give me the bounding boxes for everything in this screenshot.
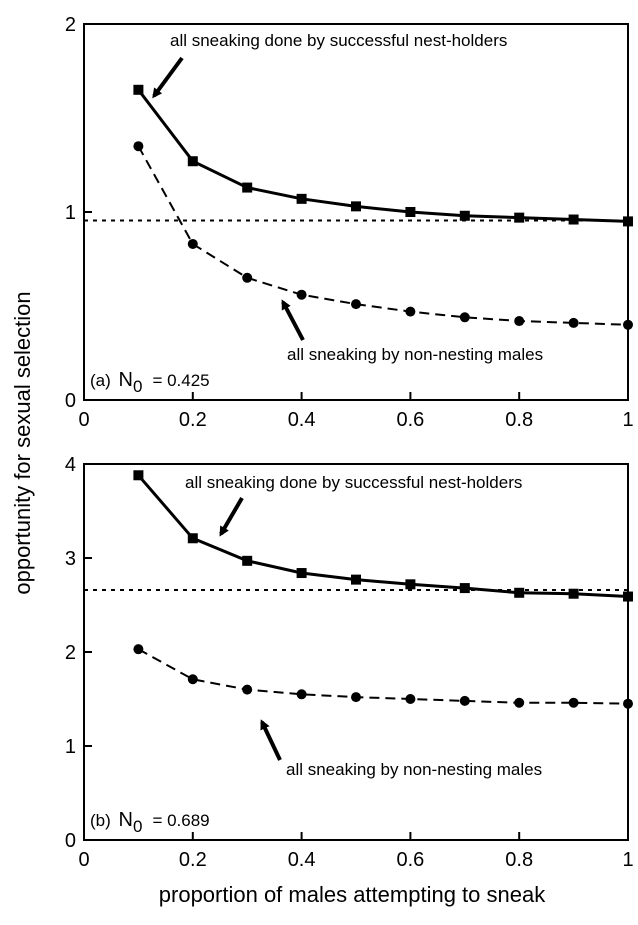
panel-a-series-1-point-9: [623, 319, 633, 330]
panel-a-x-tick-label-0: 0: [78, 409, 89, 431]
panel-a-series-0-point-3: [296, 193, 307, 204]
panel-b-series-1-point-4: [351, 692, 361, 703]
panel-b-annotation-bottom: all sneaking by non-nesting males: [260, 719, 542, 779]
panel-b-series-1-point-9: [623, 698, 633, 709]
panel-b-n0-value: = 0.689: [152, 811, 209, 830]
panel-b-series-1-line: [137, 648, 629, 705]
panel-b-series-1-point-1: [187, 674, 198, 685]
panel-a-x-tick-label-2: 0.4: [288, 409, 316, 431]
panel-a-n0-subscript: 0: [133, 377, 142, 396]
panel-b-series-0-point-4: [351, 574, 361, 585]
panel-b-series-0-point-3: [296, 568, 307, 579]
panel-a-x-tick-label-4: 0.8: [505, 409, 533, 431]
panel-a-label: (a) N0 = 0.425: [90, 369, 210, 396]
panel-a-series-1-point-1: [187, 238, 198, 249]
panel-a-series-0-point-9: [623, 216, 633, 227]
panel-a-series-1-point-8: [568, 317, 579, 328]
panel-b-x-tick-label-1: 0.2: [179, 849, 207, 871]
panel-b-x-tick-label-0: 0: [78, 849, 89, 871]
panel-a-annotation-top-arrow: [152, 56, 184, 99]
panel-b-x-tick-label-2: 0.4: [288, 849, 316, 871]
panel-b-series-0-point-5: [405, 579, 416, 590]
panel-b-series-1-point-2: [242, 684, 253, 695]
panel-b-series-1-point-5: [405, 694, 416, 704]
panel-b-frame: [83, 463, 629, 841]
panel-a-n0-value: = 0.425: [152, 371, 209, 390]
y-axis-label: opportunity for sexual selection: [10, 291, 35, 594]
panel-b-annotation-top-text: all sneaking done by successful nest-hol…: [185, 473, 522, 492]
panel-b-series-0-point-8: [568, 588, 579, 599]
panel-b-x-tick-label-4: 0.8: [505, 849, 533, 871]
panel-b-y-tick-label-2: 2: [65, 642, 76, 664]
panel-a-annotation-bottom-arrow: [281, 299, 305, 341]
panel-a-n0-symbol: N: [119, 369, 133, 391]
panel-b-y-tick-label-4: 4: [65, 454, 76, 476]
panel-b-series-0-point-2: [242, 555, 253, 566]
panel-a-x-tick-label-1: 0.2: [179, 409, 207, 431]
x-axis-label: proportion of males attempting to sneak: [159, 882, 546, 907]
panel-b-y-tick-label-1: 1: [65, 736, 76, 758]
panel-a-series-1-point-3: [296, 289, 307, 300]
panel-a-y-tick-label-0: 0: [65, 390, 76, 412]
panel-b-x-tick-label-3: 0.6: [396, 849, 424, 871]
panel-b-label: (b) N0 = 0.689: [90, 809, 210, 836]
panel-a-series-0-point-1: [187, 156, 198, 167]
panel-b-series-0-point-6: [459, 583, 470, 594]
panel-a-series-1-point-0: [133, 141, 144, 152]
panel-a-x-tick-label-5: 1: [622, 409, 633, 431]
panel-b-x-tick-label-5: 1: [622, 849, 633, 871]
panel-a-annotation-bottom-text: all sneaking by non-nesting males: [287, 345, 543, 364]
panel-a-series-0-point-7: [514, 212, 525, 223]
panel-a-annotation-top: all sneaking done by successful nest-hol…: [152, 31, 507, 99]
panel-b: 0 0.2 0.4 0.6 0.8 1 0 1 2 3 4 all sneaking done by…: [65, 454, 634, 871]
panel-a-series-0-point-0: [133, 84, 144, 95]
panel-b-n0-subscript: 0: [133, 817, 142, 836]
panel-a-series-0-point-5: [405, 207, 416, 217]
panel-a-series-0-line: [137, 88, 629, 223]
panel-a-label-letter: (a): [90, 371, 111, 390]
panel-a-annotation-bottom: all sneaking by non-nesting males: [281, 299, 543, 364]
panel-a-series-0-point-4: [351, 201, 361, 212]
panel-a-series-0-point-6: [459, 210, 470, 221]
panel-b-series-0-point-7: [514, 587, 525, 598]
panel-a-series-0-point-8: [568, 214, 579, 225]
panel-a-y-tick-label-1: 1: [65, 202, 76, 224]
panel-a-series-0-point-2: [242, 182, 253, 193]
panel-b-annotation-top: all sneaking done by successful nest-hol…: [185, 473, 522, 537]
panel-b-series-1-point-6: [459, 695, 470, 706]
panel-b-series-0-point-9: [623, 591, 633, 602]
panel-b-series-0-point-0: [133, 470, 144, 481]
panel-a: 0 0.2 0.4 0.6 0.8 1 0 1 2 all sneaking done by s…: [65, 14, 634, 431]
panel-a-series-1-point-5: [405, 306, 416, 317]
panel-b-series-1-point-7: [514, 697, 525, 708]
panel-b-series-1-point-3: [296, 689, 307, 700]
panel-a-annotation-top-text: all sneaking done by successful nest-hol…: [170, 31, 507, 50]
panel-a-x-tick-label-3: 0.6: [396, 409, 424, 431]
panel-b-y-tick-label-0: 0: [65, 830, 76, 852]
panel-b-label-letter: (b): [90, 811, 111, 830]
panel-b-n0-symbol: N: [119, 809, 133, 831]
panel-a-series-1-point-7: [514, 316, 525, 327]
panel-a-series-1-point-6: [459, 312, 470, 323]
panel-a-y-tick-label-2: 2: [65, 14, 76, 36]
panel-a-series-1-point-4: [351, 299, 361, 310]
panel-a-series-1-line: [137, 145, 629, 326]
panel-b-series-0-point-1: [187, 533, 198, 544]
panel-b-series-0-line: [137, 474, 629, 598]
panel-b-y-tick-label-3: 3: [65, 548, 76, 570]
panel-b-annotation-bottom-text: all sneaking by non-nesting males: [286, 760, 542, 779]
panel-b-series-1-point-0: [133, 644, 144, 655]
panel-b-annotation-bottom-arrow: [260, 719, 282, 761]
panel-b-annotation-top-arrow: [219, 496, 244, 537]
panel-b-series-1-point-8: [568, 697, 579, 708]
panel-a-series-1-point-2: [242, 272, 253, 283]
